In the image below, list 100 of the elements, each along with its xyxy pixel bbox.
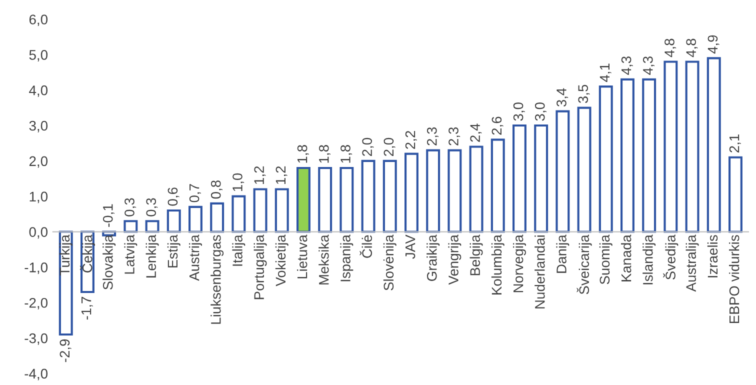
x-tick-label: Slovakija (102, 234, 116, 290)
x-tick-label: Čekija (80, 234, 95, 272)
y-tick-label: -4,0 (24, 368, 48, 380)
data-label: 4,8 (664, 38, 676, 58)
bar (556, 110, 570, 233)
y-tick-label: 2,0 (29, 156, 48, 168)
bar (598, 86, 613, 233)
data-label: 2,0 (362, 138, 374, 156)
data-label: 2,2 (405, 130, 417, 149)
bar (469, 146, 484, 233)
data-label: 2,1 (729, 134, 741, 152)
data-label: -2,9 (60, 339, 72, 362)
y-tick-label: -3,0 (24, 333, 48, 345)
x-tick-label: Lenkija (146, 234, 159, 278)
x-tick-label: Šveicarija (576, 234, 592, 294)
data-label: -0,1 (102, 204, 114, 227)
data-label: 4,1 (600, 64, 612, 82)
data-label: 4,9 (708, 35, 720, 54)
data-label: 0,8 (210, 180, 222, 199)
x-tick-label: Ispanija (340, 234, 354, 282)
x-tick-label: Portugalija (254, 234, 267, 300)
data-label: 1,8 (340, 145, 352, 163)
data-label: 2,3 (448, 127, 460, 146)
x-tick-label: Norvegija (513, 234, 526, 292)
bar (210, 202, 224, 233)
bar (253, 188, 268, 233)
x-tick-label: Islandija (642, 234, 656, 284)
x-tick-label: Graikija (426, 234, 440, 281)
data-label: 2,6 (492, 116, 504, 135)
bar (426, 149, 440, 233)
bar (728, 156, 742, 233)
x-tick-label: Kolumbija (491, 234, 504, 294)
bar (274, 188, 289, 233)
bar (490, 138, 505, 233)
data-label: 4,3 (642, 56, 654, 75)
y-tick-label: 5,0 (29, 50, 48, 62)
data-label: 1,8 (297, 145, 309, 163)
data-label: 0,3 (124, 198, 136, 216)
x-tick-label: JAV (406, 234, 416, 259)
y-tick-label: 3,0 (29, 120, 48, 132)
x-tick-label: Italija (232, 234, 246, 266)
bar (124, 220, 138, 233)
data-label: 3,0 (513, 102, 525, 121)
x-tick-label: Čilė (360, 235, 372, 258)
data-label: 1,8 (318, 145, 330, 163)
y-tick-label: 6,0 (29, 14, 48, 26)
data-label: 3,0 (534, 102, 546, 121)
data-label: 2,0 (384, 138, 396, 156)
bar (512, 124, 526, 233)
x-tick-label: Nuderlandai (534, 236, 545, 308)
bar (340, 166, 354, 233)
bar (232, 195, 246, 233)
x-tick-label: Lietuva (297, 234, 308, 278)
y-tick-label: 1,0 (30, 192, 48, 204)
x-tick-label: Danija (556, 234, 570, 273)
bar (642, 78, 656, 233)
y-tick-label: 4,0 (29, 85, 48, 97)
data-label: 3,5 (578, 84, 590, 104)
data-label: 1,2 (276, 166, 288, 184)
bar (404, 152, 418, 233)
x-tick-label: Australija (686, 234, 699, 292)
bar (188, 206, 202, 233)
x-tick-label: Liuksenburgas (210, 235, 224, 324)
bar (534, 124, 548, 233)
data-label: 0,3 (146, 198, 158, 216)
data-label: 2,3 (426, 127, 438, 146)
data-label: 4,3 (621, 56, 633, 75)
bar (448, 149, 462, 233)
x-tick-label: Meksika (318, 234, 329, 284)
x-tick-label: Vengrija (448, 234, 462, 285)
bar (620, 78, 634, 233)
y-tick-label: 0,0 (29, 227, 48, 239)
x-tick-label: Latvija (124, 234, 138, 274)
x-tick-label: Kanada (621, 234, 632, 282)
x-tick-label: EBPO vidurkis (729, 235, 740, 323)
x-tick-label: Slovėnija (383, 234, 396, 290)
data-label: 0,6 (168, 188, 180, 206)
bar (664, 60, 678, 233)
data-label: 3,4 (556, 88, 568, 107)
x-tick-label: Belgija (470, 234, 483, 276)
bar (296, 166, 310, 233)
data-label: 0,7 (189, 184, 201, 202)
data-label: -1,7 (82, 296, 93, 320)
bar (58, 230, 73, 336)
bar (145, 220, 160, 233)
x-tick-label: Suomija (599, 234, 612, 284)
data-label: 1,2 (254, 166, 266, 184)
x-tick-label: Vokietija (275, 234, 288, 286)
bar (685, 60, 700, 233)
x-tick-label: Austrija (189, 234, 202, 281)
bar (577, 106, 592, 233)
x-tick-label: Izraelis (707, 235, 718, 278)
x-tick-label: Švedija (663, 234, 678, 280)
bar (706, 57, 721, 233)
x-tick-label: Turkija (59, 234, 72, 276)
bar (318, 166, 332, 233)
y-tick-label: -2,0 (24, 298, 48, 310)
data-label: 1,0 (232, 173, 244, 192)
y-tick-label: -1,0 (24, 262, 48, 274)
x-tick-label: Estija (167, 234, 180, 268)
